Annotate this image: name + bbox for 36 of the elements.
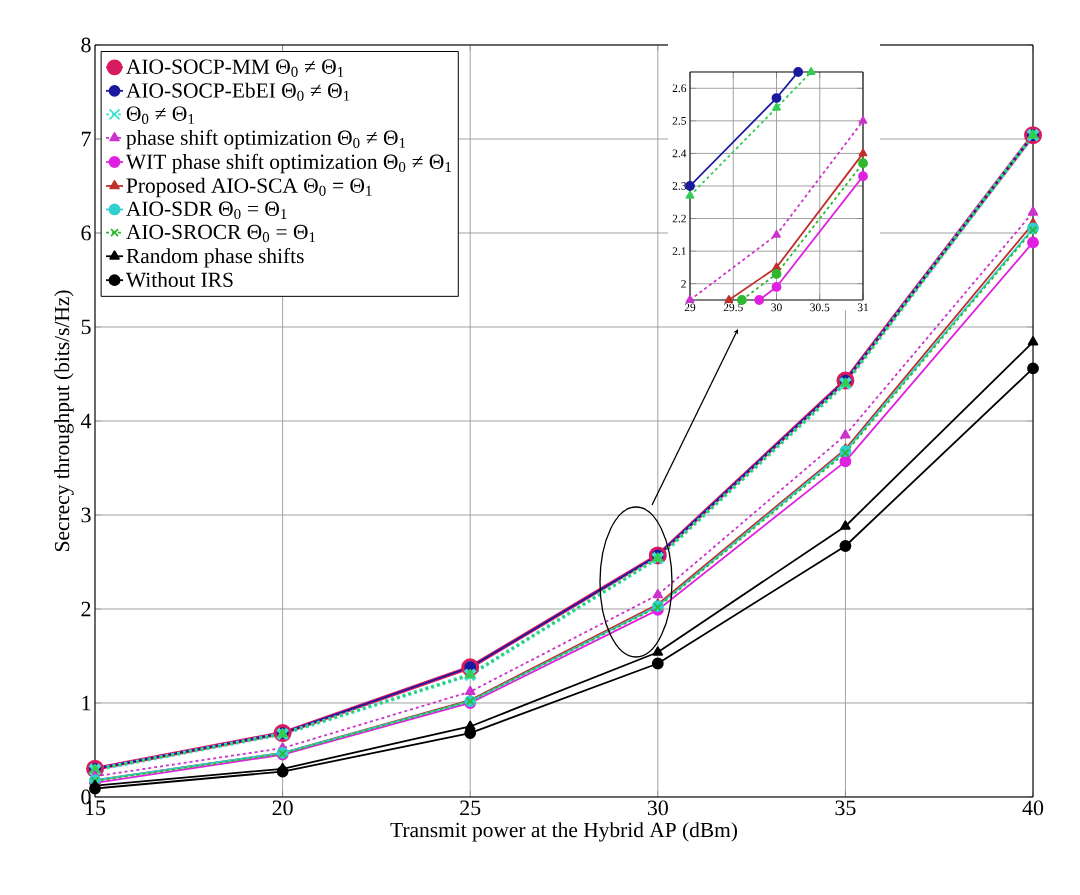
legend-label: Θ$_{0}$ ≠ Θ$_{1}$ [126, 106, 194, 124]
x-tick-label: 31 [857, 303, 869, 312]
y-tick-label: 6 [81, 225, 91, 241]
legend-label: Proposed AIO-SCA Θ$_{0}$ = Θ$_{1}$ [126, 177, 372, 198]
y-tick-label: 2.6 [672, 84, 687, 93]
x-tick-label: 30.5 [810, 303, 830, 312]
y-tick-label: 3 [81, 507, 91, 523]
y-tick-label: 1 [82, 695, 91, 711]
legend-label: AIO-SDR Θ$_{0}$ = Θ$_{1}$ [126, 201, 287, 220]
legend-label: AIO-SOCP-MM Θ$_{0}$ ≠ Θ$_{1}$ [126, 59, 344, 77]
legend-label: phase shift optimization Θ$_{0}$ ≠ Θ$_{1}$ [126, 129, 406, 150]
legend-label: WIT phase shift optimization Θ$_{0}$ ≠ Θ$_{1}$ [125, 153, 451, 174]
y-tick-label: 2.5 [672, 116, 687, 125]
x-tick-label: 20 [272, 800, 293, 816]
legend-label: AIO-SOCP-EbEI Θ$_{0}$ ≠ Θ$_{1}$ [126, 82, 350, 101]
x-tick-label: 40 [1022, 800, 1044, 816]
y-tick-label: 2.1 [672, 247, 686, 255]
legend-label: Without IRS [125, 272, 233, 288]
x-tick-label: 29 [684, 303, 696, 312]
y-tick-label: 2 [81, 601, 91, 617]
y-tick-label: 7 [81, 131, 91, 147]
y-tick-label: 2.3 [672, 182, 687, 190]
x-tick-label: 25 [460, 800, 481, 816]
x-tick-label: 30 [771, 303, 782, 312]
y-axis-title: Secrecy throughput (bits/s/Hz) [54, 290, 74, 552]
x-axis-title: Transmit power at the Hybrid AP (dBm) [390, 822, 737, 842]
y-tick-label: 2.4 [672, 149, 687, 158]
y-tick-label: 5 [81, 319, 91, 335]
y-tick-label: 2 [681, 279, 686, 288]
legend-label: Random phase shifts [126, 247, 304, 268]
x-tick-label: 30 [647, 800, 668, 816]
legend-label: AIO-SROCR Θ$_{0}$ = Θ$_{1}$ [126, 224, 316, 243]
y-tick-label: 8 [81, 37, 91, 53]
y-tick-label: 4 [80, 413, 92, 429]
y-tick-label: 2.2 [672, 214, 686, 223]
x-tick-label: 35 [835, 800, 856, 816]
